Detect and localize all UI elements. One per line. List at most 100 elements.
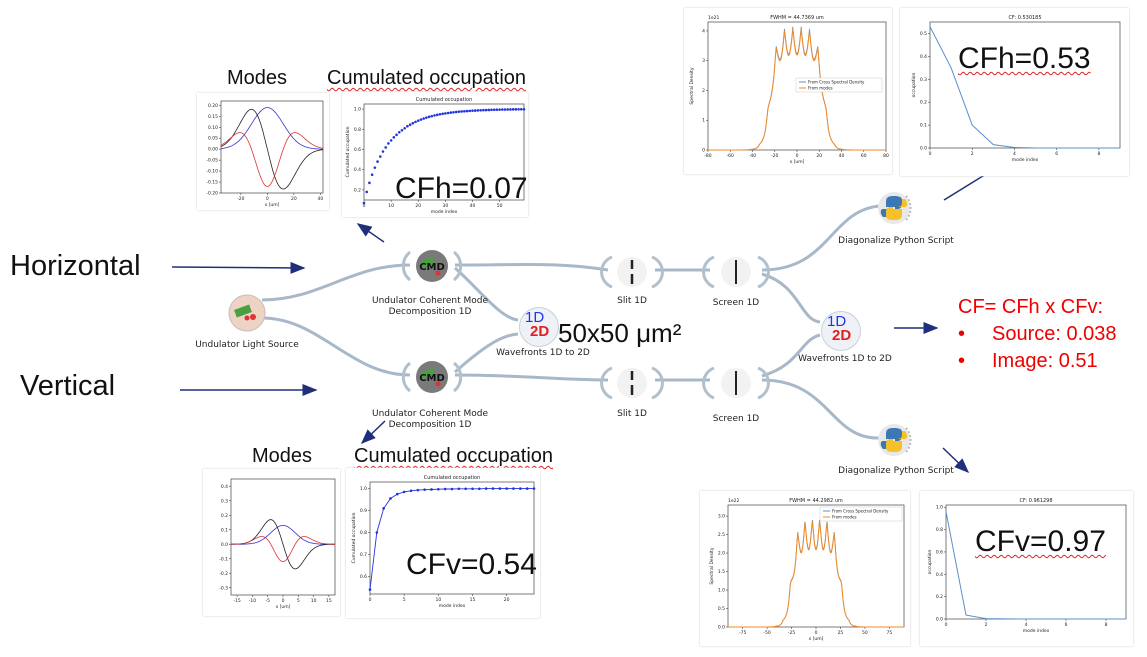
y-tick-label: 0.5 [718, 606, 725, 612]
data-point [375, 531, 379, 534]
data-point [397, 130, 401, 134]
data-point [381, 150, 385, 153]
x-tick-label: 40 [317, 196, 323, 202]
modes-heading-bottom: Modes [252, 445, 313, 467]
x-tick-label: 20 [816, 153, 822, 159]
data-point [511, 108, 515, 111]
python-icon [878, 424, 912, 456]
mode-line [231, 536, 335, 563]
x-tick-label: 6 [1065, 622, 1068, 628]
x-tick-label: 25 [838, 630, 844, 636]
x-tick-label: 15 [470, 597, 476, 603]
chart-title: Cumulated occupation [424, 475, 481, 481]
series-line [929, 26, 1120, 149]
x-tick-label: 4 [1013, 151, 1016, 157]
y-axis-label: occupation [927, 549, 933, 574]
data-point [422, 117, 425, 120]
y-tick-label: -0.15 [206, 180, 218, 186]
x-tick-label: 50 [497, 203, 503, 209]
plot-frame [363, 103, 525, 201]
data-point [490, 108, 493, 112]
legend-box [819, 506, 903, 522]
modes-h-plot: -20 0 20 40 0.20 0.15 0.10 0.05 0.00 -0.05 -0.10 -0… [197, 93, 329, 210]
x-tick-label: 10 [388, 203, 394, 209]
axis-multiplier: 1e22 [728, 498, 739, 504]
series-line [945, 511, 1126, 620]
data-point [491, 487, 495, 490]
x-axis-label: x [um] [276, 604, 291, 610]
y-tick-label: 0.6 [360, 574, 367, 580]
cum-h-plot: 0 10 20 30 40 50 0.2 0.4 0.6 0.8 1.0 mode index Cumu… [342, 92, 528, 217]
data-point [416, 488, 420, 492]
data-point [501, 108, 504, 111]
x-tick-label: 5 [403, 597, 406, 603]
data-point [403, 126, 406, 130]
wavefronts-left-widget[interactable]: 1D 2D [516, 306, 566, 347]
cumulated-heading-bottom: Cumulated occupation [354, 445, 554, 467]
python-icon [878, 192, 912, 224]
y-tick-label: 3 [702, 58, 705, 64]
y-tick-label: 0.8 [936, 527, 943, 533]
bullet: • [958, 350, 966, 372]
spec-v-plot: -75 -50 -25 0 25 50 75 0.0 0.5 1.0 1.5 2.0 2.5 3.0 x [… [700, 491, 910, 646]
data-point [519, 107, 523, 111]
x-tick-label: 10 [311, 598, 317, 604]
y-tick-label: -0.1 [219, 556, 228, 562]
y-tick-label: 0.0 [920, 146, 927, 152]
svg-text:CMD: CMD [419, 262, 445, 273]
data-point [503, 108, 507, 111]
bullet: • [958, 323, 966, 345]
data-point [409, 489, 413, 493]
data-point [457, 110, 461, 113]
y-tick-label: 1.0 [936, 505, 943, 511]
data-point [482, 108, 485, 112]
mode-line [220, 132, 324, 187]
plot-frame [220, 100, 324, 194]
y-tick-label: 0.9 [360, 508, 367, 514]
x-tick-label: -20 [771, 153, 778, 159]
cfh-top-annotation: CFh=0.07 [395, 172, 528, 205]
wavefronts-icon: 1D 2D [818, 310, 868, 351]
data-point [498, 108, 501, 111]
slit-bottom-label: Slit 1D [617, 409, 647, 419]
chart-title: CF: 0.961298 [1019, 498, 1052, 504]
data-point [495, 108, 499, 111]
y-tick-label: 0.0 [221, 542, 228, 548]
data-point [368, 588, 372, 591]
data-point [362, 201, 366, 205]
cum-v-plot: 0 5 10 15 20 0.6 0.7 0.8 0.9 1.0 mode index Cumulat… [346, 468, 540, 618]
data-point [402, 490, 406, 494]
data-point [437, 487, 440, 491]
spec-h-plot: -80 -60 -40 -20 0 20 40 60 80 0 1 2 3 4 x [um] Spectral… [684, 8, 892, 174]
x-axis-label: x [um] [265, 202, 280, 208]
x-tick-label: -10 [249, 598, 256, 604]
wavefronts-right-widget[interactable]: 1D 2D [818, 310, 868, 351]
x-tick-label: 75 [886, 630, 892, 636]
plot-frame [929, 21, 1121, 149]
data-point [506, 108, 510, 111]
y-tick-label: 0.3 [221, 498, 228, 504]
data-point [454, 110, 458, 114]
y-tick-label: 0.0 [718, 625, 725, 631]
data-point [522, 107, 526, 111]
data-point [373, 166, 377, 169]
cf-source-value: Source: 0.038 [992, 323, 1117, 345]
y-axis-label: Cumulated occupation [351, 512, 357, 563]
screen-bottom-label: Screen 1D [712, 414, 760, 424]
x-axis-label: mode index [1012, 157, 1039, 163]
wf-2d-text: 2D [832, 327, 852, 344]
y-axis-label: Cumulated occupation [345, 126, 351, 177]
x-tick-label: 0 [796, 153, 799, 159]
data-point [449, 111, 453, 114]
data-point [478, 487, 481, 491]
data-point [411, 121, 415, 125]
data-point [468, 109, 472, 113]
diagonalize-bottom-label: Diagonalize Python Script [838, 466, 954, 476]
y-tick-label: 0.20 [208, 103, 218, 109]
data-point [387, 142, 390, 145]
data-point [446, 111, 450, 115]
x-tick-label: -25 [788, 630, 795, 636]
data-point [498, 487, 502, 490]
data-point [389, 139, 393, 142]
x-axis-label: x [um] [809, 636, 824, 642]
